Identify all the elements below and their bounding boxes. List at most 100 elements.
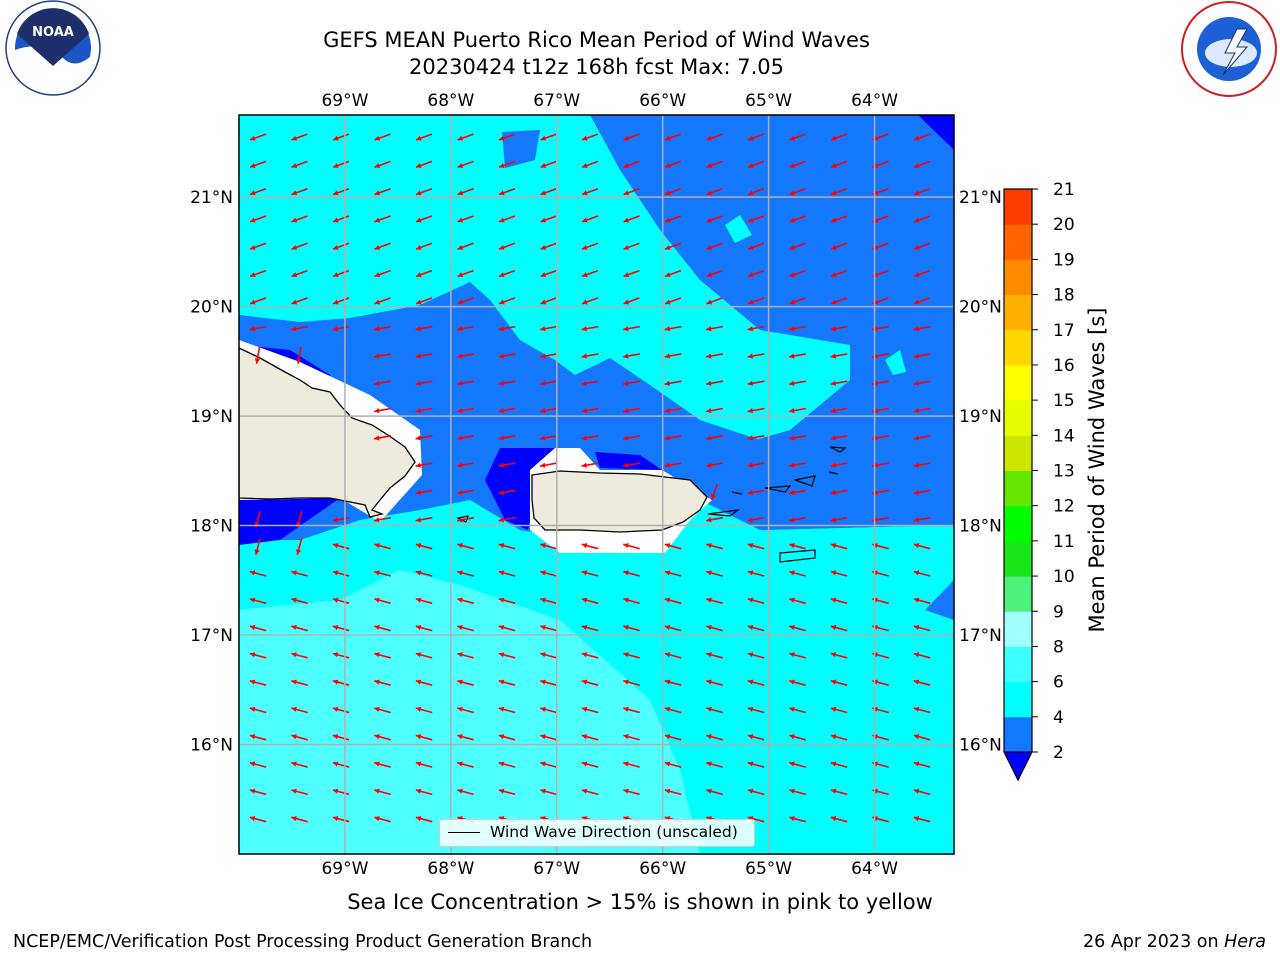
wind-wave-arrow (788, 353, 807, 359)
colorbar-tick-label: 8 (1053, 637, 1064, 657)
wind-wave-arrow (498, 679, 516, 686)
lat-label: 16°N (190, 736, 233, 756)
wind-wave-arrow (374, 242, 391, 250)
wind-wave-arrow (747, 297, 765, 305)
wind-wave-arrow (374, 269, 391, 278)
wind-wave-arrow (374, 597, 391, 605)
lat-labels-right: 21°N 20°N 19°N 18°N 17°N 16°N (959, 188, 1002, 755)
wind-wave-arrow (747, 462, 765, 468)
wind-wave-arrow (539, 380, 558, 386)
period-band-2-4-east (925, 580, 954, 620)
wind-wave-arrow (581, 706, 599, 714)
wind-wave-arrow (498, 353, 516, 359)
wind-wave-arrow (706, 297, 723, 305)
wind-wave-arrow (456, 407, 475, 414)
wind-wave-arrow (457, 761, 474, 768)
colorbar-segment (1004, 435, 1032, 471)
wind-wave-arrow (498, 706, 516, 714)
wind-wave-arrow (913, 543, 931, 550)
wind-wave-arrow (457, 788, 474, 796)
wind-wave-arrow (664, 462, 682, 468)
lat-label: 17°N (190, 626, 233, 646)
noaa-logo: NOAA (5, 0, 101, 96)
lon-labels-top: 69°W 68°W 67°W 66°W 65°W 64°W (321, 91, 898, 111)
wind-wave-arrow (415, 187, 433, 196)
wind-wave-arrow (254, 538, 261, 555)
wind-wave-arrow (789, 242, 806, 250)
wind-wave-arrow (830, 407, 848, 414)
wind-wave-arrow (457, 597, 474, 605)
wind-wave-arrow (457, 543, 474, 550)
wind-wave-arrow (664, 380, 682, 386)
wind-wave-arrow (540, 597, 557, 605)
wind-wave-arrow (249, 297, 267, 305)
wind-wave-arrow (622, 435, 641, 441)
colorbar-segment (1004, 611, 1032, 647)
wind-wave-arrow (664, 353, 682, 359)
wind-wave-arrow (664, 407, 682, 414)
legend-line-swatch (448, 832, 480, 833)
wind-wave-arrow (830, 761, 848, 768)
wind-wave-arrow (415, 652, 433, 659)
colorbar-segment (1004, 576, 1032, 612)
lon-label: 68°W (427, 859, 474, 879)
wind-wave-arrow (415, 734, 433, 741)
wind-wave-arrow (581, 597, 599, 605)
wind-wave-arrow (747, 325, 765, 332)
colorbar-tick-label: 11 (1053, 532, 1075, 552)
wind-wave-arrow (664, 788, 682, 796)
wind-wave-arrow (332, 761, 350, 768)
wind-wave-arrow (373, 380, 392, 386)
wind-wave-arrow (913, 679, 931, 686)
wind-wave-arrow (581, 624, 599, 632)
wind-wave-arrow (913, 297, 931, 305)
wind-wave-arrow (581, 435, 599, 441)
footer-credit: NCEP/EMC/Verification Post Processing Pr… (13, 932, 593, 952)
wind-wave-arrow (622, 462, 641, 468)
wind-wave-arrow (374, 788, 391, 796)
wind-wave-arrow (540, 679, 557, 686)
wind-wave-arrow (830, 133, 848, 141)
wind-wave-arrow (747, 242, 765, 250)
wind-wave-arrow (706, 543, 723, 550)
wind-wave-arrow (913, 242, 931, 250)
wind-wave-arrow (296, 538, 303, 555)
wind-wave-arrow (664, 187, 682, 196)
wind-wave-arrow (332, 652, 350, 659)
wind-wave-arrow (498, 624, 516, 632)
colorbar-segment (1004, 681, 1032, 718)
wind-wave-arrow (789, 297, 806, 305)
wind-wave-arrow (332, 734, 350, 741)
lon-labels-bottom: 69°W 68°W 67°W 66°W 65°W 64°W (321, 859, 898, 879)
wind-wave-arrow (747, 380, 765, 386)
wind-wave-arrow (747, 788, 765, 796)
land-virgin-islands (731, 446, 847, 495)
wind-wave-arrow (830, 570, 848, 577)
wind-wave-arrow (498, 570, 516, 577)
colorbar-segment (1004, 540, 1032, 577)
wind-wave-arrow (332, 816, 350, 823)
colorbar-segment (1004, 364, 1032, 401)
wind-wave-arrow (747, 597, 765, 605)
wind-wave-arrow (622, 353, 641, 359)
wind-wave-arrow (374, 706, 391, 714)
wind-wave-arrow (456, 516, 475, 523)
colorbar-tick-label: 6 (1053, 673, 1064, 693)
wind-wave-arrow (581, 269, 599, 278)
wind-wave-arrow (622, 325, 641, 332)
wind-wave-arrow (291, 297, 308, 305)
wind-wave-arrow (415, 215, 433, 223)
wind-wave-arrow (623, 761, 640, 768)
wind-wave-arrow (706, 652, 723, 659)
wind-wave-arrow (789, 734, 806, 741)
wind-wave-arrow (830, 297, 848, 305)
colorbar-segment (1004, 505, 1032, 542)
wind-wave-arrow (498, 215, 516, 223)
wind-wave-arrow (498, 297, 516, 305)
colorbar-tick-label: 20 (1053, 215, 1075, 235)
wind-wave-arrow (540, 788, 557, 796)
wind-wave-arrow (830, 597, 848, 605)
wind-wave-arrow (623, 734, 640, 741)
wind-wave-arrow (415, 269, 433, 278)
